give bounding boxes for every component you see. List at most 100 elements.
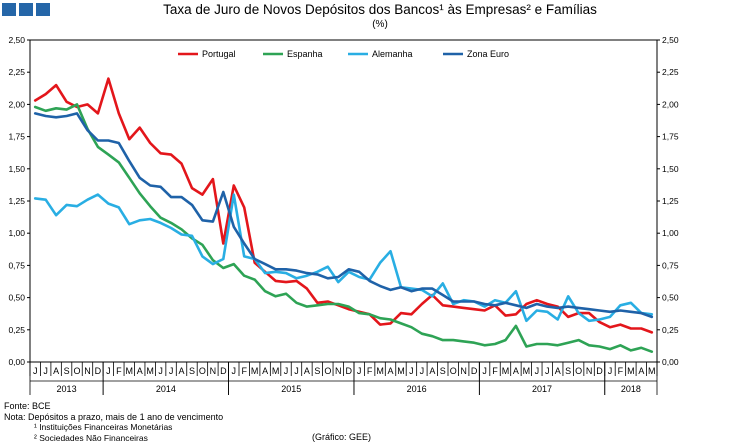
- y2-tick-label: 2,25: [662, 67, 679, 77]
- chart-unit: (%): [372, 19, 388, 30]
- x-month-label: A: [304, 366, 310, 376]
- x-month-label: O: [74, 366, 81, 376]
- x-month-label: F: [241, 366, 247, 376]
- x-month-label: N: [586, 366, 593, 376]
- x-month-label: A: [137, 366, 143, 376]
- x-month-label: J: [482, 366, 487, 376]
- x-month-label: J: [409, 366, 414, 376]
- x-month-label: O: [199, 366, 206, 376]
- y-tick-label: 1,00: [8, 228, 25, 238]
- y2-tick-label: 1,50: [662, 164, 679, 174]
- chart-credit: (Gráfico: GEE): [312, 432, 372, 442]
- x-month-label: A: [513, 366, 519, 376]
- x-month-label: D: [471, 366, 478, 376]
- x-month-label: M: [272, 366, 280, 376]
- logo-square-3: [36, 3, 50, 16]
- series-line-zona-euro: [33, 112, 654, 319]
- note-text: Nota: Depósitos a prazo, mais de 1 ano d…: [4, 411, 224, 422]
- x-month-label: M: [126, 366, 134, 376]
- legend-label: Alemanha: [372, 49, 413, 59]
- x-month-label: S: [189, 366, 195, 376]
- x-month-label: J: [43, 366, 48, 376]
- y2-tick-label: 0,25: [662, 325, 679, 335]
- y2-tick-label: 0,75: [662, 260, 679, 270]
- plot-frame: [29, 39, 658, 363]
- y-tick-label: 0,50: [8, 293, 25, 303]
- x-month-label: J: [545, 366, 550, 376]
- series-line-portugal: [33, 77, 654, 334]
- y2-tick-label: 2,50: [662, 35, 679, 45]
- logo-square-2: [19, 3, 33, 16]
- x-month-label: J: [420, 366, 425, 376]
- y-tick-label: 1,75: [8, 132, 25, 142]
- year-label: 2013: [57, 384, 77, 394]
- x-month-label: S: [314, 366, 320, 376]
- x-month-label: M: [146, 366, 154, 376]
- y2-tick-label: 2,00: [662, 99, 679, 109]
- y-tick-label: 2,50: [8, 35, 25, 45]
- y-tick-label: 1,50: [8, 164, 25, 174]
- x-month-label: A: [429, 366, 435, 376]
- x-month-label: F: [492, 366, 498, 376]
- x-month-label: J: [284, 366, 289, 376]
- x-month-label: O: [575, 366, 582, 376]
- legend-label: Espanha: [287, 49, 323, 59]
- x-month-label: F: [618, 366, 624, 376]
- brand-logo: [2, 3, 50, 16]
- y-tick-label: 1,25: [8, 196, 25, 206]
- y-tick-label: 0,75: [8, 260, 25, 270]
- source-text: Fonte: BCE: [4, 401, 51, 411]
- y2-tick-label: 0,50: [662, 293, 679, 303]
- year-label: 2016: [407, 384, 427, 394]
- x-month-label: S: [440, 366, 446, 376]
- y-tick-label: 0,00: [8, 357, 25, 367]
- x-month-label: F: [367, 366, 373, 376]
- footnote-1: ¹ Instituições Financeiras Monetárias: [34, 422, 173, 432]
- x-month-label: A: [179, 366, 185, 376]
- x-month-label: J: [106, 366, 111, 376]
- x-month-label: M: [648, 366, 656, 376]
- y-tick-label: 2,00: [8, 99, 25, 109]
- y2-tick-label: 0,00: [662, 357, 679, 367]
- x-month-label: D: [220, 366, 227, 376]
- x-month-label: A: [388, 366, 394, 376]
- x-month-label: J: [357, 366, 362, 376]
- x-month-label: J: [608, 366, 613, 376]
- x-month-label: D: [95, 366, 102, 376]
- x-month-label: N: [210, 366, 217, 376]
- year-label: 2014: [156, 384, 176, 394]
- x-month-label: A: [638, 366, 644, 376]
- x-month-label: J: [169, 366, 174, 376]
- y2-tick-label: 1,75: [662, 132, 679, 142]
- x-month-label: M: [397, 366, 405, 376]
- x-month-label: M: [502, 366, 510, 376]
- x-month-label: J: [535, 366, 540, 376]
- chart-notes: Fonte: BCE Nota: Depósitos a prazo, mais…: [4, 401, 223, 443]
- x-month-label: D: [596, 366, 603, 376]
- year-label: 2018: [621, 384, 641, 394]
- legend-label: Zona Euro: [467, 49, 509, 59]
- x-month-label: A: [53, 366, 59, 376]
- year-label: 2015: [281, 384, 301, 394]
- x-month-label: J: [158, 366, 163, 376]
- y2-tick-label: 1,25: [662, 196, 679, 206]
- x-month-label: S: [64, 366, 70, 376]
- x-month-label: F: [116, 366, 122, 376]
- x-month-label: D: [345, 366, 352, 376]
- x-month-label: M: [251, 366, 259, 376]
- footnote-2: ² Sociedades Não Financeiras: [34, 432, 148, 443]
- x-month-label: M: [376, 366, 384, 376]
- x-month-label: O: [324, 366, 331, 376]
- x-month-label: N: [84, 366, 91, 376]
- x-month-label: M: [627, 366, 635, 376]
- x-month-label: A: [262, 366, 268, 376]
- x-month-label: N: [460, 366, 467, 376]
- series-line-espanha: [33, 103, 654, 354]
- year-label: 2017: [532, 384, 552, 394]
- x-month-label: A: [555, 366, 561, 376]
- chart-title: Taxa de Juro de Novos Depósitos dos Banc…: [163, 2, 597, 17]
- logo-square-1: [2, 3, 16, 16]
- x-month-label: J: [294, 366, 299, 376]
- y-tick-label: 2,25: [8, 67, 25, 77]
